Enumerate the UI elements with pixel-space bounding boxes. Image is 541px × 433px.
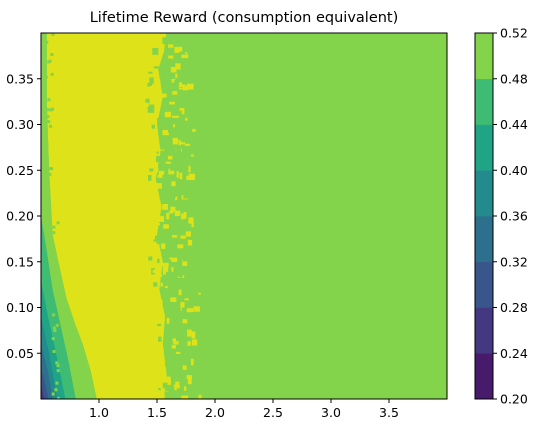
colorbar-tick-label: 0.44 — [500, 117, 528, 132]
x-tick-label: 3.5 — [379, 405, 399, 420]
colorbar-tick-label: 0.40 — [500, 163, 528, 178]
colorbar-segment — [475, 33, 493, 79]
colorbar-tick-label: 0.32 — [500, 254, 528, 269]
colorbar-tick-label: 0.36 — [500, 209, 528, 224]
y-tick-label: 0.25 — [6, 163, 34, 178]
colorbar-tick-label: 0.28 — [500, 300, 528, 315]
colorbar-tick-label: 0.48 — [500, 71, 528, 86]
y-axis: 0.05 0.10 0.15 0.20 0.25 0.30 0.35 — [6, 71, 41, 361]
x-tick-label: 1.5 — [147, 405, 167, 420]
x-tick-label: 3.0 — [321, 405, 341, 420]
colorbar-tick-label: 0.20 — [500, 392, 528, 407]
y-tick-label: 0.20 — [6, 209, 34, 224]
x-tick-label: 2.5 — [263, 405, 283, 420]
chart-title: Lifetime Reward (consumption equivalent) — [90, 10, 399, 26]
plot-area — [41, 33, 447, 404]
colorbar-segment — [475, 216, 493, 262]
x-tick-label: 2.0 — [205, 405, 225, 420]
colorbar-segment — [475, 308, 493, 354]
colorbar-tick-label: 0.24 — [500, 346, 528, 361]
colorbar-segment — [475, 79, 493, 125]
y-tick-label: 0.10 — [6, 300, 34, 315]
colorbar: 0.20 0.24 0.28 0.32 0.36 0.40 0.44 0.48 0.52 — [475, 26, 528, 407]
x-axis: 1.0 1.5 2.0 2.5 3.0 3.5 — [89, 399, 399, 420]
y-tick-label: 0.35 — [6, 71, 34, 86]
colorbar-segment — [475, 170, 493, 216]
colorbar-segment — [475, 262, 493, 308]
x-tick-label: 1.0 — [89, 405, 109, 420]
y-tick-label: 0.30 — [6, 117, 34, 132]
colorbar-segment — [475, 353, 493, 399]
colorbar-tick-label: 0.52 — [500, 26, 528, 41]
y-tick-label: 0.15 — [6, 254, 34, 269]
colorbar-segment — [475, 125, 493, 171]
y-tick-label: 0.05 — [6, 346, 34, 361]
